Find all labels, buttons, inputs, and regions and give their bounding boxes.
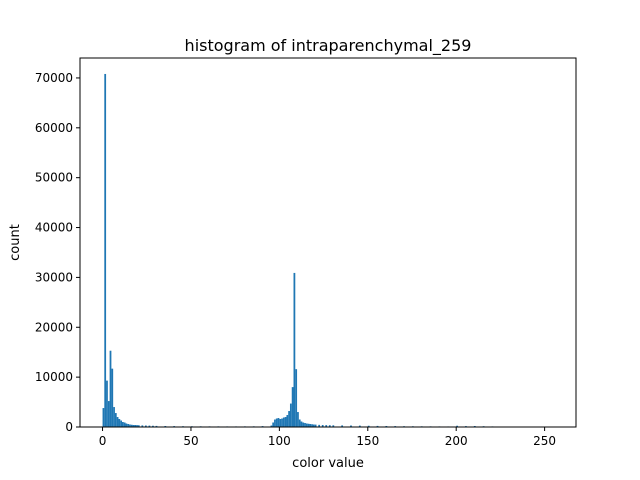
histogram-bar <box>141 425 144 427</box>
histogram-bar <box>107 401 110 427</box>
histogram-bar <box>300 421 303 427</box>
histogram-bar <box>281 418 283 427</box>
histogram-bar <box>274 419 276 427</box>
y-tick-label: 50000 <box>35 171 73 185</box>
x-tick-label: 50 <box>183 434 198 448</box>
histogram-bar <box>318 424 321 427</box>
histogram-bar <box>367 425 370 427</box>
x-axis-label: color value <box>292 456 364 471</box>
histogram-bar <box>137 425 140 427</box>
histogram-bar <box>291 387 294 427</box>
histogram-bar <box>127 424 130 427</box>
histogram-bar <box>288 411 290 427</box>
x-tick-label: 0 <box>99 434 107 448</box>
histogram-bar <box>305 423 308 427</box>
histogram-bar <box>302 422 305 427</box>
histogram-bar <box>132 425 135 427</box>
histogram-bar <box>332 425 335 427</box>
histogram-bar <box>122 422 124 427</box>
histogram-bar <box>321 425 324 427</box>
histogram-bar <box>136 425 138 427</box>
x-axis-ticks: 0 50 100 150 200 250 <box>99 427 556 448</box>
histogram-bar <box>130 424 133 427</box>
histogram-bar <box>376 425 379 427</box>
histogram-bar <box>116 417 119 427</box>
histogram-bar <box>295 369 298 427</box>
histogram-bar <box>314 424 317 427</box>
y-tick-label: 30000 <box>35 270 73 284</box>
y-tick-label: 20000 <box>35 320 73 334</box>
y-axis-ticks: 0 10000 20000 30000 40000 50000 60000 70000 <box>35 71 80 434</box>
histogram-bar <box>328 425 331 427</box>
x-tick-label: 250 <box>533 434 556 448</box>
histogram-bar <box>113 407 115 427</box>
histogram-bar <box>106 380 108 427</box>
histogram-bar <box>144 425 147 427</box>
histogram-bar <box>111 368 114 427</box>
histogram-bar <box>282 417 285 427</box>
histogram-bar <box>307 423 310 427</box>
histogram-bar <box>120 420 122 427</box>
chart-title: histogram of intraparenchymal_259 <box>185 36 472 56</box>
histogram-bar <box>289 403 292 427</box>
histogram-bar <box>109 350 112 427</box>
y-tick-label: 10000 <box>35 370 73 384</box>
x-tick-label: 100 <box>268 434 291 448</box>
histogram-bar <box>341 425 344 427</box>
plot-frame <box>79 57 577 428</box>
histogram-bar <box>279 419 282 427</box>
histogram-bar <box>304 423 306 427</box>
histogram-bar <box>125 423 128 427</box>
histogram-bar <box>148 425 151 427</box>
histogram-bar <box>350 425 352 427</box>
y-tick-label: 70000 <box>35 71 73 85</box>
histogram-bar <box>309 424 312 427</box>
histogram-bar <box>123 422 126 427</box>
histogram-bar <box>456 425 458 427</box>
histogram-bar <box>297 412 299 427</box>
histogram-bar <box>311 424 313 427</box>
histogram-bar <box>284 417 287 427</box>
histogram-bar <box>275 418 278 427</box>
histogram-bar <box>298 419 301 427</box>
histogram-bar <box>114 413 117 427</box>
y-tick-label: 0 <box>65 420 73 434</box>
histogram-bar <box>277 418 280 427</box>
histogram-bar <box>134 425 137 427</box>
histogram-bar <box>104 73 107 428</box>
histogram-bar <box>129 424 131 427</box>
y-axis-label: count <box>8 224 23 261</box>
histogram-bar <box>286 415 289 427</box>
x-tick-label: 200 <box>445 434 468 448</box>
histogram-bar <box>155 425 158 427</box>
x-tick-label: 150 <box>356 434 379 448</box>
histogram-bar <box>152 425 154 427</box>
histogram-bar <box>102 408 105 427</box>
histogram-bar <box>293 272 296 427</box>
histogram-bar <box>312 424 315 427</box>
histogram-bar <box>118 419 121 427</box>
histogram-bar <box>325 425 328 427</box>
histogram-bar <box>272 422 275 427</box>
histogram-bar <box>358 425 361 427</box>
y-tick-label: 60000 <box>35 121 73 135</box>
histogram-bar <box>270 425 273 427</box>
y-tick-label: 40000 <box>35 221 73 235</box>
